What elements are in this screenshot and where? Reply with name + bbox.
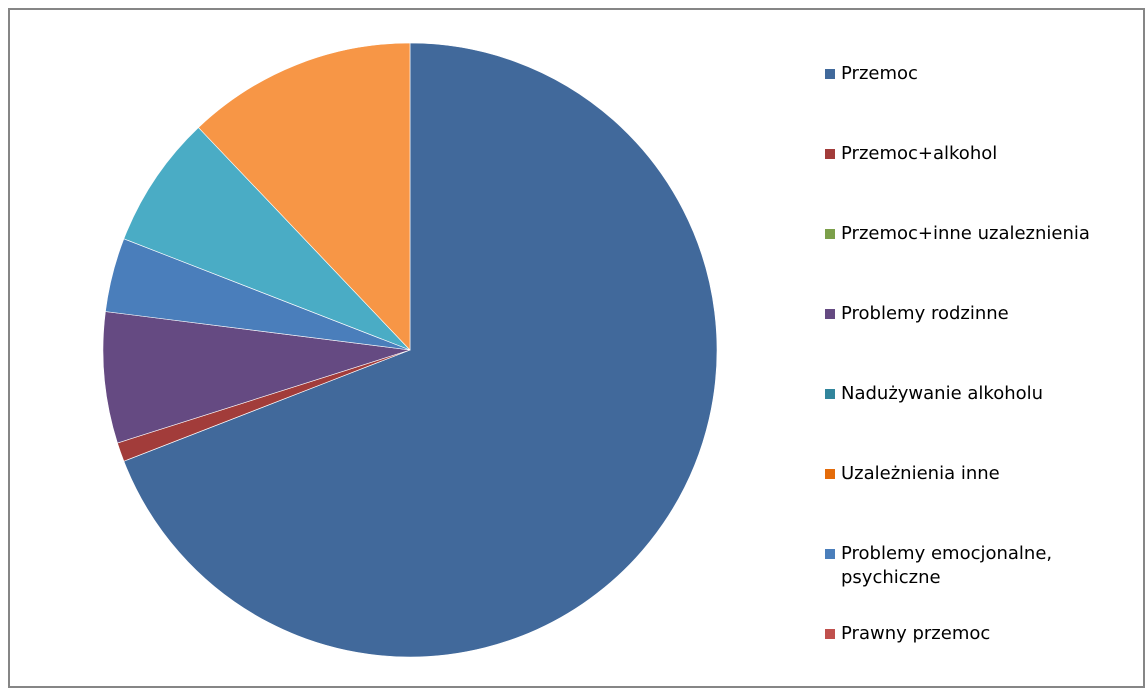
legend-item: Problemy emocjonalne, psychiczne [825,542,1111,590]
pie-chart [102,42,718,658]
legend-swatch [825,69,835,79]
legend-label: Problemy rodzinne [841,303,1009,324]
legend-item: Przemoc+inne uzaleznienia [825,222,1141,246]
legend-swatch [825,629,835,639]
legend-item: Prawny przemoc [825,622,1141,646]
pie-slice-problemy-rodzinne [102,311,411,444]
legend-label: Nadużywanie alkoholu [841,383,1044,404]
legend-item: Przemoc [825,62,1141,86]
chart-frame: Przemoc Przemoc+alkohol Przemoc+inne uzale… [8,8,1145,688]
legend-swatch [825,149,835,159]
pie-slice-uzale-nienia-inne [198,42,411,351]
legend-label: Przemoc+alkohol [841,143,998,164]
legend-label: Przemoc [841,63,918,84]
legend-item: Uzależnienia inne [825,462,1141,486]
legend-swatch [825,309,835,319]
pie-slice-nadu-ywanie-alkoholu [123,127,411,351]
legend-label: Prawny przemoc [841,623,991,644]
legend-label: Problemy emocjonalne, psychiczne [841,543,1053,588]
legend-label: Uzależnienia inne [841,463,1000,484]
legend-item: Przemoc+alkohol [825,142,1141,166]
pie-slice-przemoc [123,42,718,658]
legend-swatch [825,229,835,239]
legend-swatch [825,469,835,479]
legend-item: Nadużywanie alkoholu [825,382,1141,406]
legend-label: Przemoc+inne uzaleznienia [841,223,1090,244]
legend-swatch [825,549,835,559]
legend-item: Problemy rodzinne [825,302,1141,326]
legend-swatch [825,389,835,399]
